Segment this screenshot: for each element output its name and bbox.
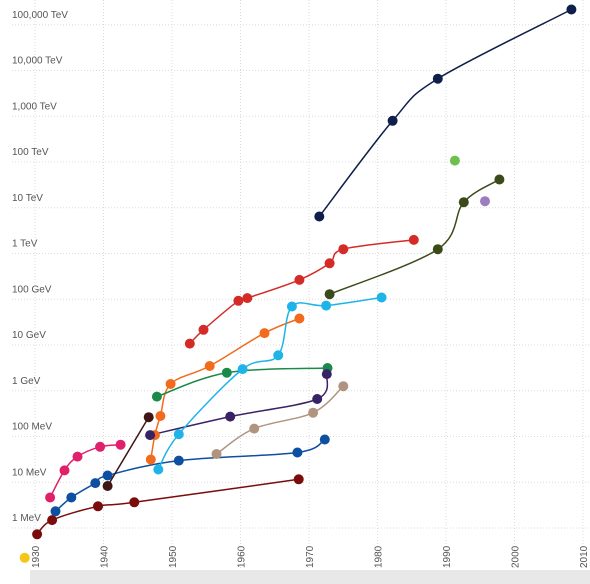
data-point bbox=[321, 369, 332, 380]
data-point bbox=[237, 364, 248, 375]
data-point bbox=[47, 515, 58, 526]
data-point bbox=[95, 441, 106, 452]
isolated-data-point bbox=[480, 196, 490, 207]
x-tick-label: 1930 bbox=[31, 545, 42, 568]
data-point bbox=[294, 313, 305, 324]
x-axis-tick-labels: 1930 1940 1950 1960 1970 1980 1990 2000 2010 bbox=[31, 545, 590, 568]
data-point bbox=[233, 295, 244, 306]
data-point bbox=[221, 367, 232, 378]
series-line bbox=[329, 178, 500, 295]
data-point bbox=[338, 381, 349, 392]
data-series bbox=[36, 8, 572, 535]
isolated-data-point bbox=[449, 155, 460, 166]
data-point bbox=[173, 455, 184, 466]
data-points bbox=[19, 4, 577, 563]
data-point bbox=[102, 481, 113, 491]
data-point bbox=[115, 439, 126, 450]
data-point bbox=[292, 447, 303, 458]
data-point bbox=[387, 115, 398, 126]
data-point bbox=[432, 244, 443, 255]
data-point bbox=[494, 174, 505, 185]
data-point bbox=[143, 412, 154, 423]
data-point bbox=[151, 391, 162, 402]
data-point bbox=[204, 361, 215, 371]
series-line bbox=[55, 438, 326, 512]
data-point bbox=[249, 423, 260, 434]
x-tick-label: 1990 bbox=[442, 545, 453, 568]
y-axis-tick-labels: 1 MeV 10 MeV 100 MeV 1 GeV 10 GeV 100 GeV 1 Te… bbox=[12, 10, 68, 524]
data-point bbox=[308, 407, 319, 418]
data-point bbox=[321, 300, 332, 311]
data-point bbox=[32, 529, 43, 540]
series-line bbox=[318, 8, 572, 217]
x-tick-label: 1980 bbox=[374, 545, 385, 568]
data-point bbox=[432, 73, 443, 84]
y-tick-label: 10 TeV bbox=[12, 193, 43, 204]
x-tick-label: 1970 bbox=[305, 545, 316, 568]
series-line bbox=[189, 239, 414, 345]
data-point bbox=[184, 338, 195, 349]
x-tick-label: 1940 bbox=[100, 545, 111, 568]
data-point bbox=[259, 328, 270, 339]
y-tick-label: 1 MeV bbox=[12, 513, 41, 524]
data-point bbox=[294, 274, 305, 285]
data-point bbox=[324, 289, 335, 300]
data-point bbox=[376, 292, 387, 303]
data-point bbox=[242, 293, 253, 304]
x-tick-label: 2000 bbox=[511, 545, 522, 568]
data-point bbox=[566, 4, 577, 15]
y-tick-label: 1 GeV bbox=[12, 376, 41, 387]
data-point bbox=[314, 211, 325, 222]
data-point bbox=[145, 454, 156, 465]
x-tick-label: 2010 bbox=[579, 545, 590, 568]
y-tick-label: 10,000 TeV bbox=[12, 56, 63, 67]
series-line bbox=[36, 478, 299, 535]
data-point bbox=[155, 411, 166, 421]
data-point bbox=[50, 506, 61, 517]
y-tick-label: 10 GeV bbox=[12, 330, 46, 341]
series-line bbox=[149, 373, 329, 436]
data-point bbox=[312, 394, 323, 404]
data-point bbox=[45, 492, 56, 503]
data-point bbox=[59, 465, 70, 476]
data-point bbox=[286, 301, 297, 312]
data-point bbox=[145, 430, 156, 441]
series-line bbox=[216, 385, 344, 455]
y-tick-label: 10 MeV bbox=[12, 467, 47, 478]
y-tick-label: 100 TeV bbox=[12, 147, 49, 158]
data-point bbox=[173, 429, 184, 440]
y-tick-label: 1,000 TeV bbox=[12, 101, 57, 112]
data-point bbox=[93, 501, 103, 512]
data-point bbox=[225, 411, 236, 422]
data-point bbox=[198, 324, 209, 335]
y-tick-label: 100 MeV bbox=[12, 422, 52, 433]
data-point bbox=[338, 244, 349, 255]
x-axis-band bbox=[30, 570, 590, 584]
data-point bbox=[165, 379, 176, 389]
data-point bbox=[66, 492, 77, 503]
data-point bbox=[273, 350, 284, 361]
y-tick-label: 100,000 TeV bbox=[12, 10, 68, 21]
data-point bbox=[90, 478, 101, 489]
data-point bbox=[102, 470, 113, 481]
y-tick-label: 1 TeV bbox=[12, 239, 38, 250]
data-point bbox=[293, 474, 304, 485]
x-tick-label: 1950 bbox=[168, 545, 179, 568]
y-tick-label: 100 GeV bbox=[12, 284, 52, 295]
gridlines bbox=[12, 0, 590, 570]
series-line bbox=[106, 416, 150, 487]
series-line bbox=[150, 317, 300, 460]
data-point bbox=[408, 234, 419, 245]
data-point bbox=[458, 197, 469, 208]
data-point bbox=[211, 449, 222, 459]
data-point bbox=[324, 258, 335, 269]
isolated-data-point bbox=[19, 552, 30, 563]
data-point bbox=[319, 434, 330, 445]
data-point bbox=[129, 497, 140, 508]
x-tick-label: 1960 bbox=[237, 545, 248, 568]
data-point bbox=[153, 464, 164, 475]
data-point bbox=[72, 451, 83, 462]
